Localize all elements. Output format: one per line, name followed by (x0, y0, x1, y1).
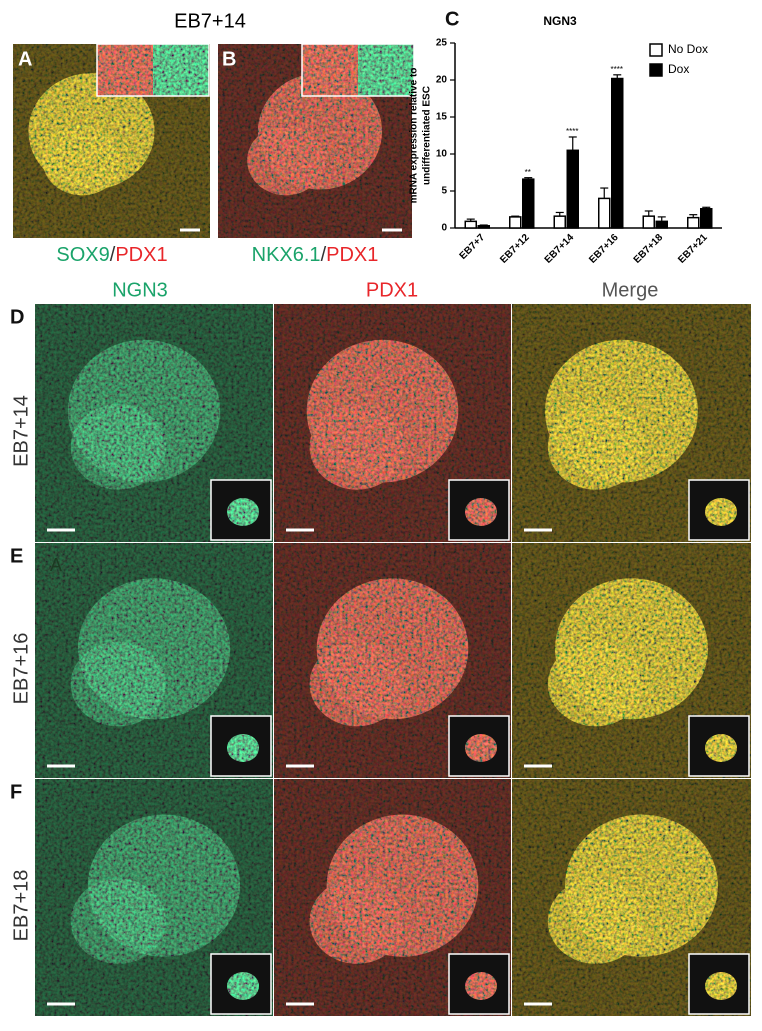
column-header: Merge (602, 279, 659, 301)
panel-letter: C (445, 8, 459, 30)
panel-letter: A (18, 48, 32, 70)
bar (566, 149, 579, 229)
tissue (547, 403, 644, 490)
inset-cell (465, 972, 497, 1000)
separator: / (110, 244, 116, 266)
row-label: EB7+18 (10, 870, 32, 942)
stain: PDX1 (326, 244, 378, 266)
panel-letter: F (10, 781, 22, 803)
inset-border (96, 43, 210, 97)
bar (553, 215, 566, 229)
bar (611, 77, 624, 229)
x-tick-label: EB7+18 (632, 232, 666, 266)
x-tick-label: EB7+7 (458, 232, 488, 262)
tissue (70, 641, 166, 727)
stain: PDX1 (115, 244, 167, 266)
bar-chart: C NGN3 mRNA expression relative to undiffer… (409, 8, 722, 266)
bar (700, 208, 713, 229)
stray-letter: A (50, 555, 62, 575)
bar (509, 216, 522, 229)
inset-border (210, 715, 272, 777)
inset-cell (227, 972, 259, 1000)
row-label: EB7+16 (10, 633, 32, 705)
stain: NKX6.1 (252, 244, 321, 266)
inset-border (210, 953, 272, 1015)
tissue (547, 878, 644, 964)
significance: ** (525, 168, 531, 177)
separator: / (321, 244, 327, 266)
stain: SOX9 (56, 244, 109, 266)
tissue (42, 125, 122, 196)
y-tick-label: 20 (436, 75, 448, 86)
y-axis-label: undifferentiated ESC (422, 86, 433, 185)
inset-border (448, 953, 510, 1015)
x-tick-label: EB7+21 (676, 232, 710, 266)
figure-title: EB7+14 (174, 10, 246, 32)
tissue (70, 878, 166, 964)
y-tick-label: 0 (441, 223, 447, 234)
y-tick-label: 15 (436, 112, 448, 123)
y-tick-label: 10 (436, 149, 448, 160)
x-tick-label: EB7+16 (587, 232, 621, 266)
column-header: NGN3 (112, 279, 168, 301)
stain-label: SOX9/PDX1 (56, 244, 167, 266)
tissue (547, 641, 644, 727)
legend-label: No Dox (668, 42, 708, 56)
inset-border (688, 479, 750, 541)
inset (153, 44, 209, 96)
inset-cell (705, 498, 737, 526)
panel-letter: E (10, 545, 23, 567)
inset-cell (227, 498, 259, 526)
micrograph (274, 543, 511, 778)
panel-letter: B (222, 48, 236, 70)
inset-border (301, 43, 415, 97)
inset-border (688, 715, 750, 777)
bar (642, 215, 655, 229)
tissue (247, 125, 325, 196)
y-tick-label: 5 (441, 186, 447, 197)
inset (358, 44, 414, 96)
tissue (309, 641, 405, 727)
bar (522, 178, 535, 229)
bar (477, 225, 490, 229)
significance: **** (566, 127, 578, 136)
inset-border (448, 715, 510, 777)
tissue (70, 403, 166, 490)
bar (687, 216, 700, 229)
y-axis-label: mRNA expression relative to (409, 68, 420, 204)
bar (598, 197, 611, 229)
inset-cell (465, 734, 497, 762)
x-tick-label: EB7+14 (543, 232, 577, 266)
column-header: PDX1 (366, 279, 418, 301)
legend-swatch (649, 43, 663, 57)
panel-letter: D (10, 306, 24, 328)
micrographs (13, 43, 751, 1016)
inset-cell (705, 972, 737, 1000)
stain-label: NKX6.1/PDX1 (252, 244, 379, 266)
x-tick-label: EB7+12 (498, 232, 532, 266)
significance: **** (611, 65, 623, 74)
inset-cell (227, 734, 259, 762)
inset-border (688, 953, 750, 1015)
legend-swatch (649, 63, 663, 77)
tissue (309, 878, 405, 964)
inset-cell (465, 498, 497, 526)
row-label: EB7+14 (10, 395, 32, 467)
y-tick-label: 25 (436, 38, 448, 49)
inset-border (448, 479, 510, 541)
chart-title: NGN3 (543, 14, 577, 28)
bar (655, 220, 668, 229)
micrograph (512, 543, 751, 778)
bar (464, 220, 477, 229)
inset-border (210, 479, 272, 541)
legend-label: Dox (668, 62, 689, 76)
inset (97, 44, 153, 96)
tissue (309, 403, 405, 490)
inset (302, 44, 358, 96)
inset-cell (705, 734, 737, 762)
